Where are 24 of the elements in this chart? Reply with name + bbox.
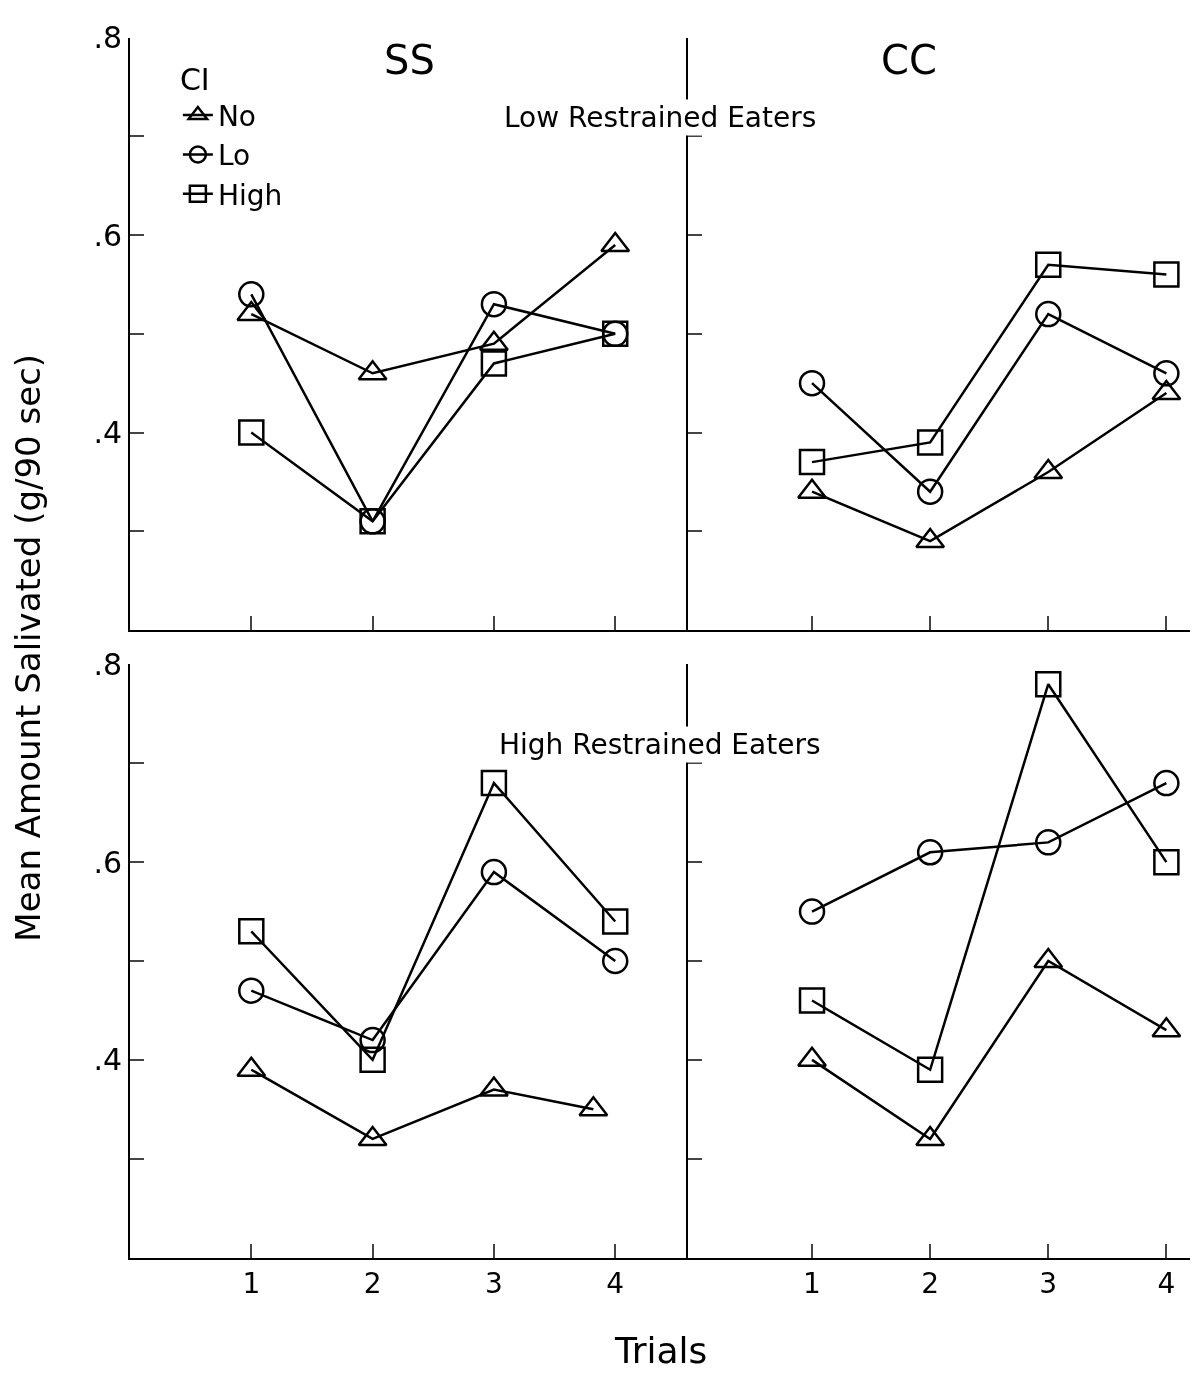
y-tick-label: .4 <box>93 1042 122 1078</box>
y-axis-title: Mean Amount Salivated (g/90 sec) <box>8 353 49 942</box>
chart-title: SS <box>384 37 435 83</box>
x-tick-label: 1 <box>803 1267 821 1301</box>
chart-title: CC <box>881 37 937 83</box>
annotation: High Restrained Eaters <box>499 728 821 761</box>
legend-label: High <box>217 178 283 212</box>
legend-title: CI <box>179 62 210 98</box>
x-tick-label: 3 <box>1039 1267 1058 1301</box>
y-tick-label: .8 <box>93 646 122 682</box>
x-axis-title: Trials <box>614 1330 708 1371</box>
y-tick-label: .8 <box>93 20 122 56</box>
x-tick-label: 3 <box>485 1267 503 1301</box>
y-tick-label: .6 <box>93 844 122 880</box>
y-tick-label: .4 <box>93 415 122 451</box>
x-tick-label: 1 <box>242 1267 261 1301</box>
annotation: Low Restrained Eaters <box>504 101 817 134</box>
x-tick-label: 4 <box>606 1267 625 1301</box>
y-tick-label: .6 <box>93 217 122 253</box>
legend-label: Lo <box>217 139 251 173</box>
legend-label: No <box>217 99 256 133</box>
x-tick-label: 4 <box>1157 1267 1176 1301</box>
x-tick-label: 2 <box>921 1267 940 1301</box>
x-tick-label: 2 <box>363 1267 382 1301</box>
